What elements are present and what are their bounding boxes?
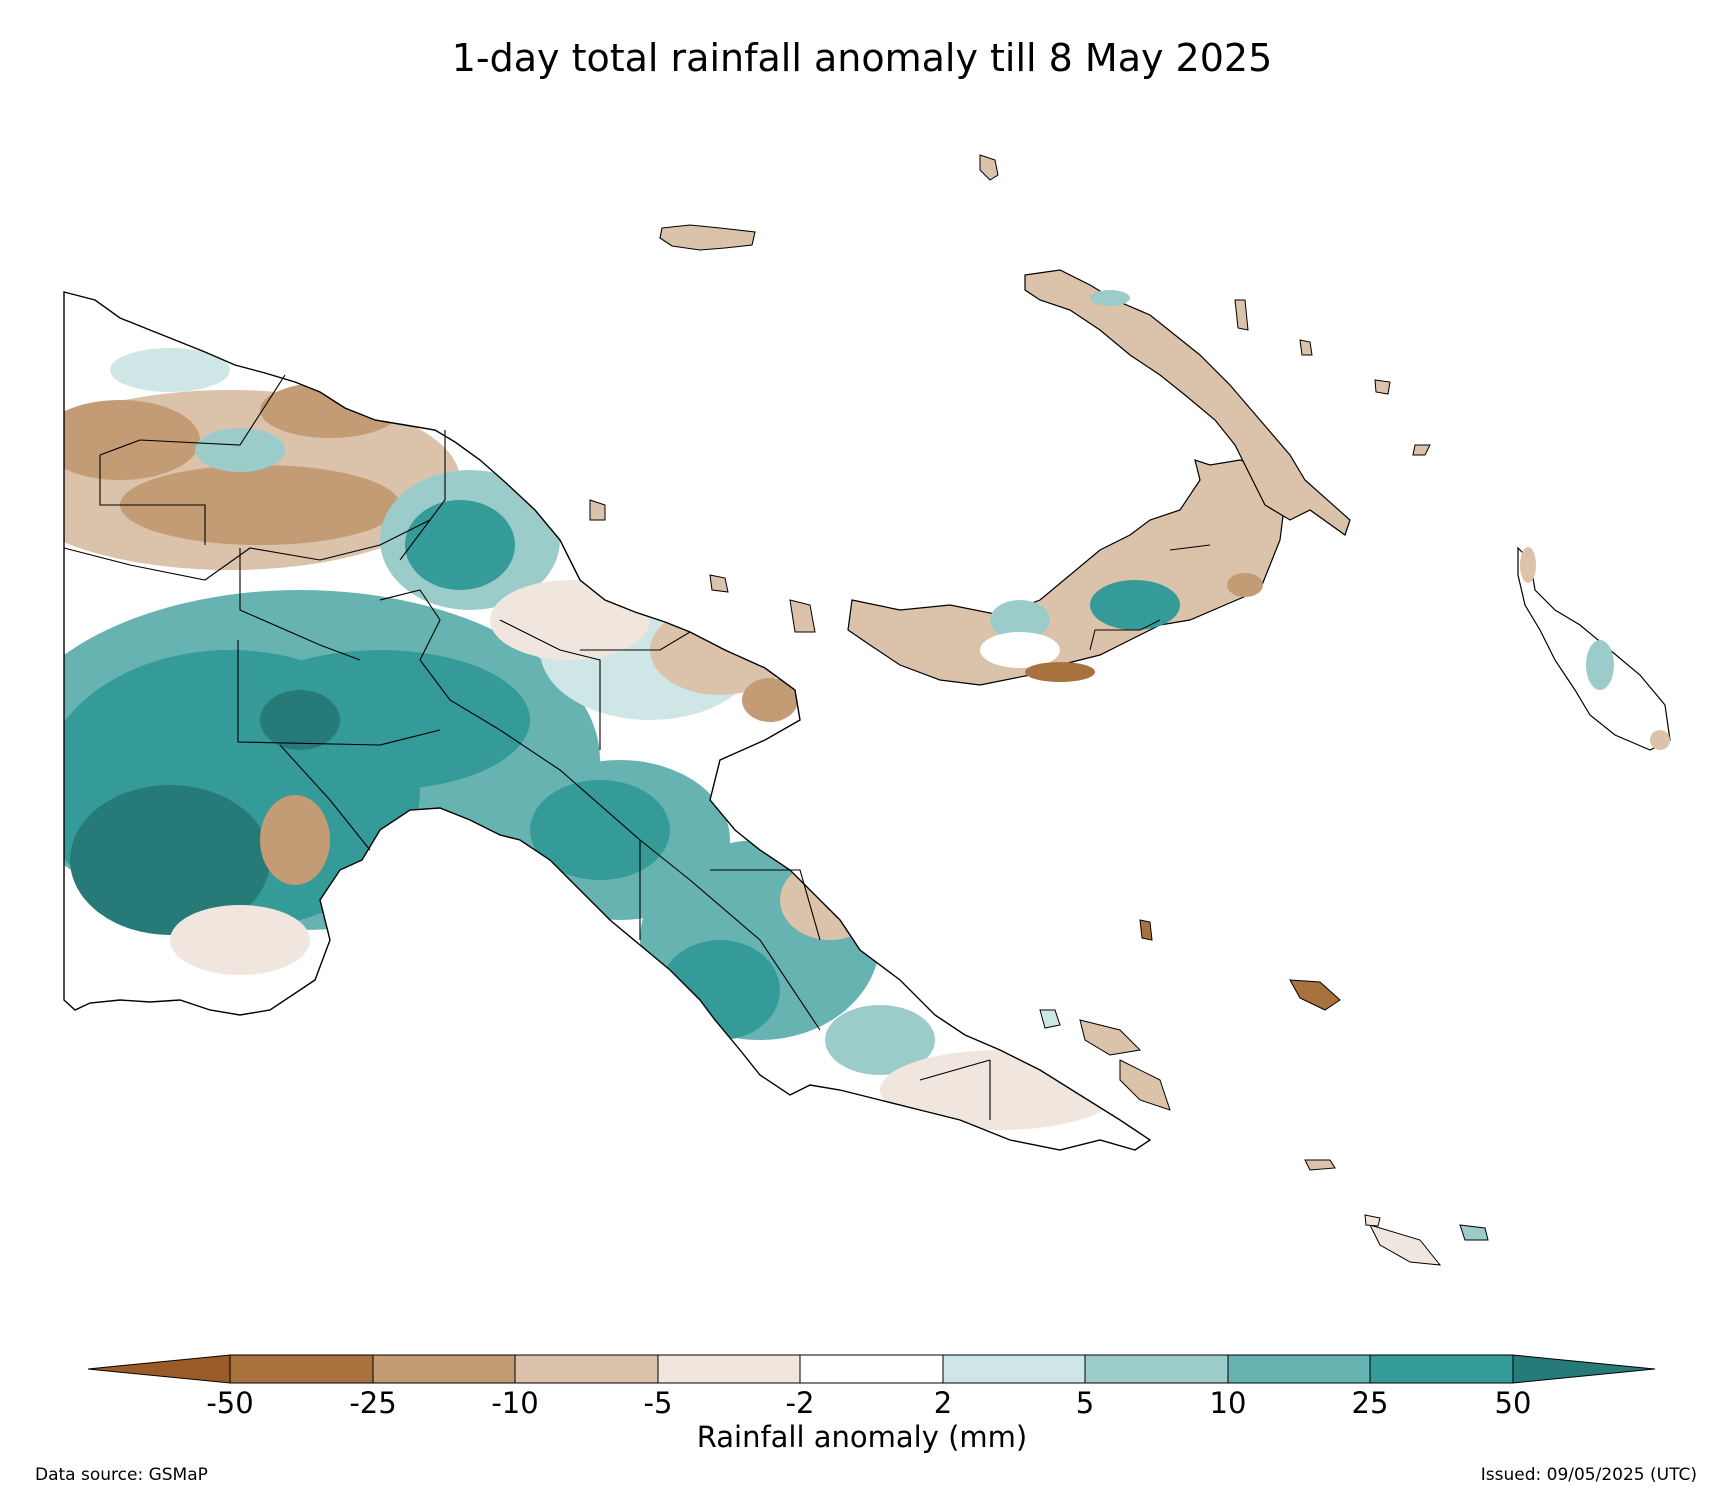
mainland-landmass [63,291,1152,1151]
colorbar-tick: -10 [491,1386,539,1420]
data-source-note: Data source: GSMaP [35,1465,208,1485]
colorbar-bin [1084,1354,1229,1384]
colorbar-bin [1369,1354,1514,1384]
colorbar-bin [372,1354,516,1384]
colorbar-bin [657,1354,801,1384]
manus-island [659,224,756,251]
colorbar-tick: 25 [1351,1386,1389,1420]
issued-date-note: Issued: 09/05/2025 (UTC) [1480,1465,1697,1485]
colorbar-tick: -25 [349,1386,397,1420]
colorbar-tick: 10 [1209,1386,1247,1420]
colorbar-tick: -2 [785,1386,815,1420]
map-title: 1-day total rainfall anomaly till 8 May … [451,36,1273,80]
colorbar-tick: -50 [206,1386,254,1420]
colorbar-tick: 2 [933,1386,953,1420]
colorbar-bin [1227,1354,1371,1384]
colorbar-bin [799,1354,944,1384]
colorbar-bin [229,1354,374,1384]
colorbar-tick: 50 [1494,1386,1532,1420]
small-islands [589,154,1489,1266]
colorbar-extend-low [87,1354,231,1384]
colorbar-tick: 5 [1075,1386,1095,1420]
colorbar-label: Rainfall anomaly (mm) [696,1420,1028,1454]
colorbar-bin [942,1354,1086,1384]
bougainville-island [1517,546,1671,751]
colorbar-bin [514,1354,659,1384]
new-britain-island [847,459,1286,686]
new-ireland-island [1024,269,1351,536]
province-boundaries [63,374,991,1120]
colorbar-extend-high [1512,1354,1656,1384]
colorbar-tick: -5 [643,1386,673,1420]
colorbar-tick-labels: -50 -25 -10 -5 -2 2 5 10 25 50 [0,1386,1724,1426]
colorbar [87,1354,1656,1384]
